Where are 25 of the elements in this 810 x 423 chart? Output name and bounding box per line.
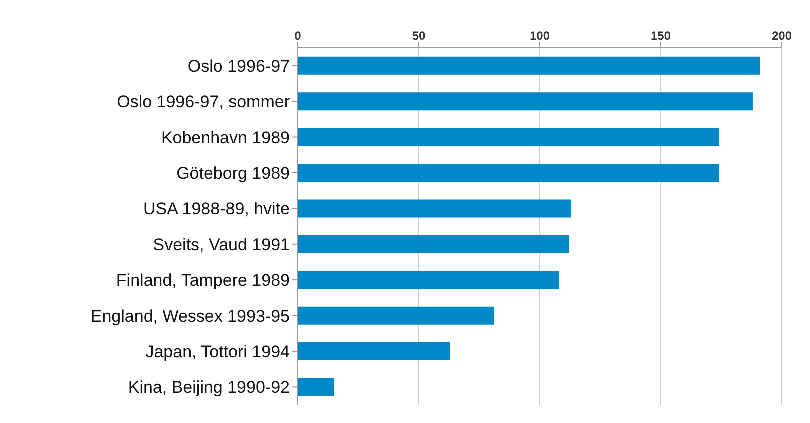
bar (298, 200, 572, 218)
y-tick-label: Kina, Beijing 1990-92 (128, 378, 290, 398)
y-tick-label: Oslo 1996-97, sommer (117, 92, 290, 112)
y-tick-label: Göteborg 1989 (176, 164, 290, 183)
bar (298, 128, 720, 146)
x-tick-label: 200 (772, 29, 792, 43)
bar (298, 235, 570, 254)
x-tick-label: 50 (412, 29, 426, 43)
y-tick-label: Finland, Tampere 1989 (116, 271, 290, 290)
bar (298, 306, 494, 325)
x-tick-label: 100 (530, 29, 550, 43)
x-tick-label: 0 (294, 29, 302, 43)
bar (298, 164, 720, 182)
bar (298, 342, 450, 361)
y-tick-label: Oslo 1996-97 (188, 56, 290, 76)
y-tick-label: USA 1988-89, hvite (144, 200, 290, 219)
bar (298, 271, 560, 290)
x-tick-label: 150 (650, 29, 672, 43)
y-tick-label: Kobenhavn 1989 (161, 128, 290, 148)
y-tick-label: England, Wessex 1993-95 (90, 306, 290, 326)
bar (298, 378, 334, 396)
y-tick-label: Japan, Tottori 1994 (146, 342, 290, 362)
bar (298, 92, 753, 111)
bar (298, 56, 760, 75)
y-tick-label: Sveits, Vaud 1991 (153, 235, 290, 254)
